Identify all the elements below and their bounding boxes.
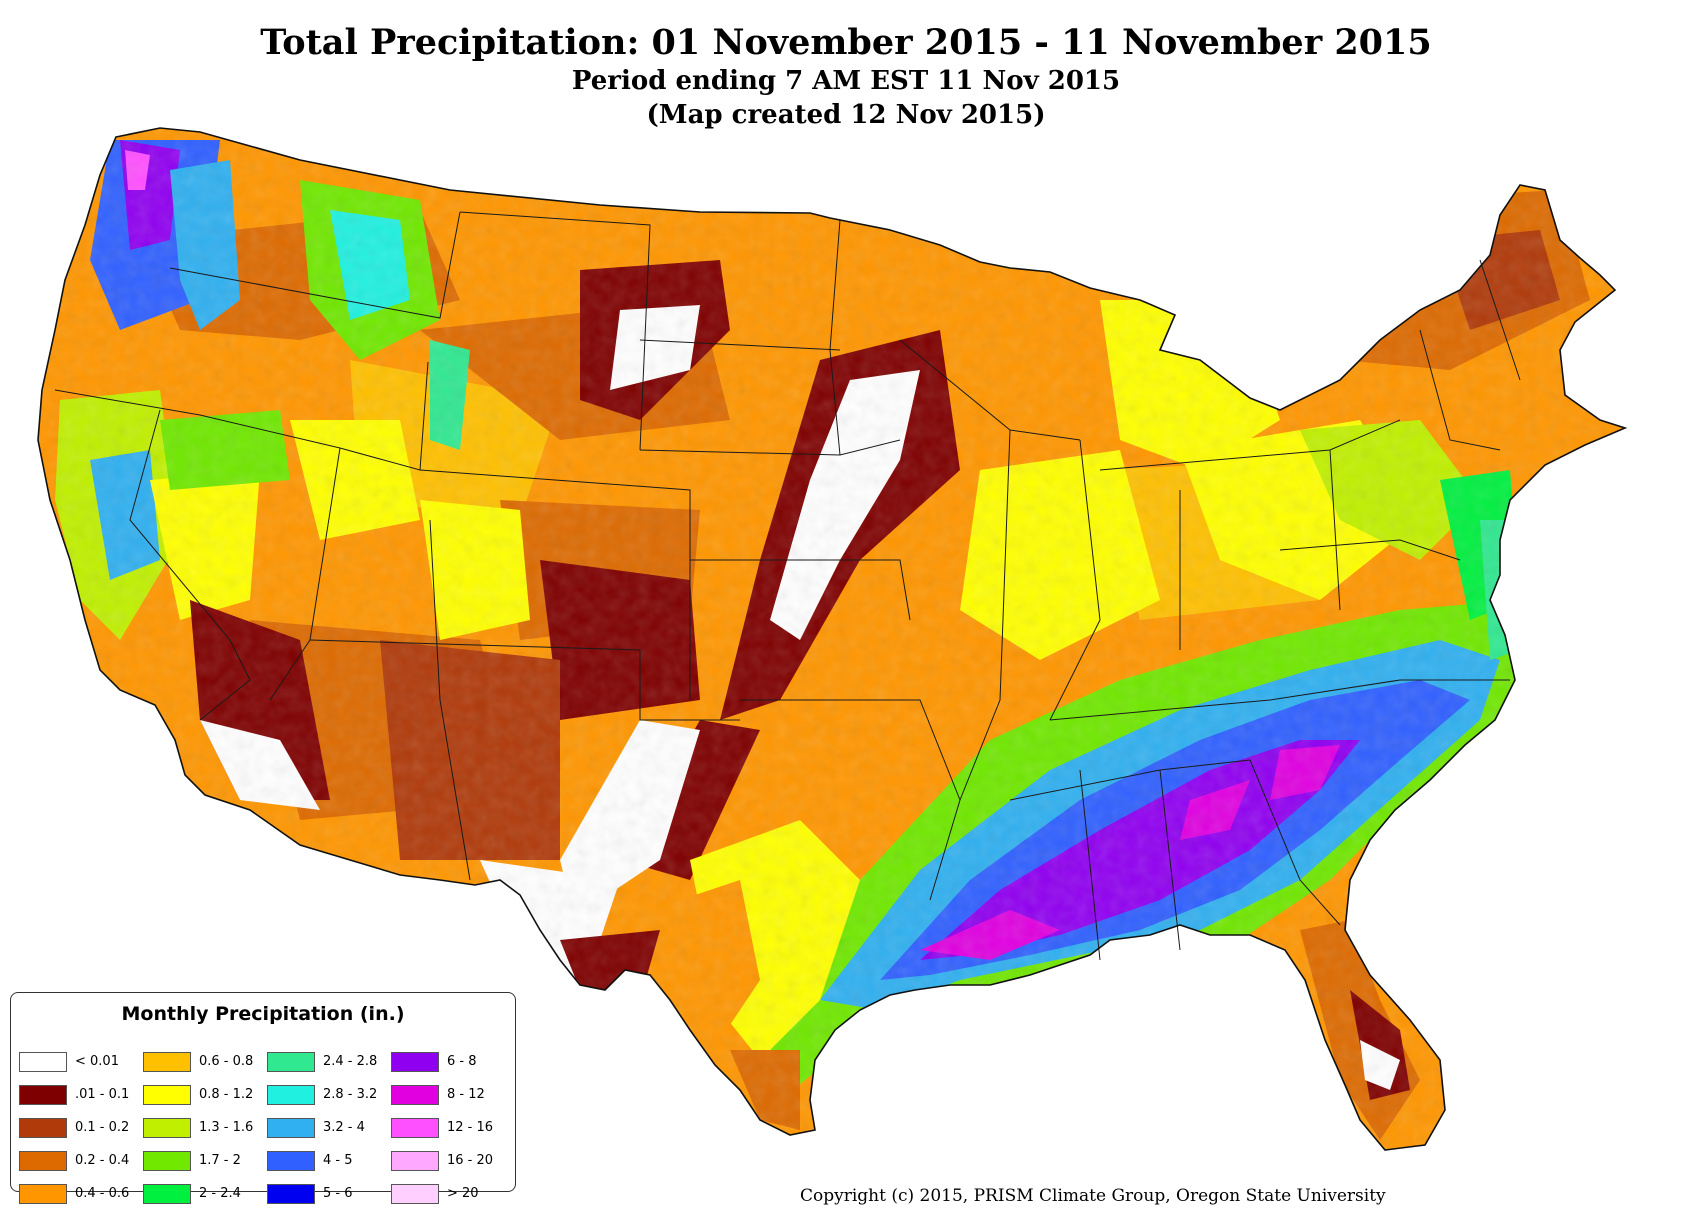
legend-label: 3.2 - 4 — [323, 1120, 365, 1135]
legend-item: 0.1 - 0.2 — [19, 1111, 143, 1144]
legend-swatch — [143, 1117, 191, 1138]
legend-swatch — [391, 1051, 439, 1072]
legend-label: .01 - 0.1 — [75, 1087, 130, 1102]
legend-label: 6 - 8 — [447, 1054, 477, 1069]
legend-label: 16 - 20 — [447, 1153, 494, 1168]
copyright-notice: Copyright (c) 2015, PRISM Climate Group,… — [800, 1186, 1386, 1206]
legend-item: 2 - 2.4 — [143, 1177, 267, 1210]
legend-swatch — [267, 1051, 315, 1072]
legend-item: 0.4 - 0.6 — [19, 1177, 143, 1210]
legend-label: 2.4 - 2.8 — [323, 1054, 378, 1069]
legend-swatch — [143, 1051, 191, 1072]
legend-swatch — [267, 1117, 315, 1138]
legend-item: 0.8 - 1.2 — [143, 1078, 267, 1111]
legend-item: 0.2 - 0.4 — [19, 1144, 143, 1177]
legend-label: 0.4 - 0.6 — [75, 1186, 130, 1201]
legend-swatch — [391, 1150, 439, 1171]
legend-item: 5 - 6 — [267, 1177, 391, 1210]
legend-swatch — [19, 1051, 67, 1072]
legend-label: 1.3 - 1.6 — [199, 1120, 254, 1135]
legend-swatch — [391, 1084, 439, 1105]
legend-item: < 0.01 — [19, 1045, 143, 1078]
legend-swatch — [19, 1084, 67, 1105]
legend-item: 16 - 20 — [391, 1144, 515, 1177]
map-title-block: Total Precipitation: 01 November 2015 - … — [0, 22, 1692, 132]
legend-item: > 20 — [391, 1177, 515, 1210]
legend-label: 2 - 2.4 — [199, 1186, 241, 1201]
legend-swatch — [19, 1150, 67, 1171]
map-subtitle: Period ending 7 AM EST 11 Nov 2015 — [571, 66, 1121, 96]
legend-swatch — [391, 1183, 439, 1204]
map-title: Total Precipitation: 01 November 2015 - … — [260, 22, 1432, 63]
legend-swatch — [19, 1183, 67, 1204]
legend-label: 4 - 5 — [323, 1153, 353, 1168]
map-created-date: (Map created 12 Nov 2015) — [646, 100, 1046, 130]
legend-label: 0.6 - 0.8 — [199, 1054, 254, 1069]
legend-label: < 0.01 — [75, 1054, 119, 1069]
legend-item: 2.8 - 3.2 — [267, 1078, 391, 1111]
legend-item: 0.6 - 0.8 — [143, 1045, 267, 1078]
legend-swatch — [143, 1183, 191, 1204]
precipitation-legend: Monthly Precipitation (in.) < 0.01 .01 - … — [10, 992, 516, 1204]
legend-item: 4 - 5 — [267, 1144, 391, 1177]
state-borders — [54, 211, 1521, 961]
legend-item: .01 - 0.1 — [19, 1078, 143, 1111]
legend-item: 6 - 8 — [391, 1045, 515, 1078]
legend-swatch — [267, 1183, 315, 1204]
legend-label: 5 - 6 — [323, 1186, 353, 1201]
legend-label: 8 - 12 — [447, 1087, 485, 1102]
legend-label: 0.1 - 0.2 — [75, 1120, 130, 1135]
legend-swatch — [267, 1150, 315, 1171]
legend-label: > 20 — [447, 1186, 479, 1201]
legend-title: Monthly Precipitation (in.) — [121, 1003, 405, 1025]
legend-label: 12 - 16 — [447, 1120, 494, 1135]
legend-swatch — [267, 1084, 315, 1105]
legend-item: 1.7 - 2 — [143, 1144, 267, 1177]
legend-item: 2.4 - 2.8 — [267, 1045, 391, 1078]
legend-swatch — [391, 1117, 439, 1138]
legend-grid: < 0.01 .01 - 0.1 0.1 - 0.2 0.2 - 0.4 0.4 - 0… — [19, 1045, 515, 1210]
legend-label: 0.2 - 0.4 — [75, 1153, 130, 1168]
legend-label: 0.8 - 1.2 — [199, 1087, 254, 1102]
legend-swatch — [143, 1150, 191, 1171]
legend-swatch — [19, 1117, 67, 1138]
legend-item: 3.2 - 4 — [267, 1111, 391, 1144]
legend-swatch — [143, 1084, 191, 1105]
legend-item: 1.3 - 1.6 — [143, 1111, 267, 1144]
legend-item: 12 - 16 — [391, 1111, 515, 1144]
legend-item: 8 - 12 — [391, 1078, 515, 1111]
legend-label: 2.8 - 3.2 — [323, 1087, 378, 1102]
legend-label: 1.7 - 2 — [199, 1153, 241, 1168]
